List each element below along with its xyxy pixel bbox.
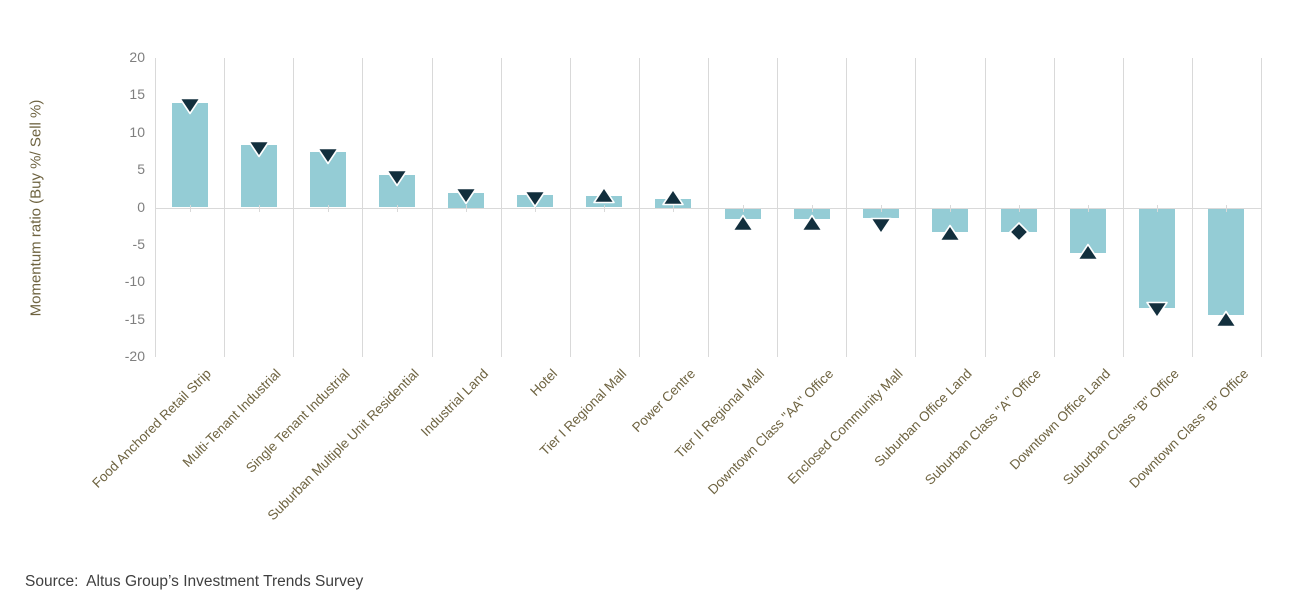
y-tick-label: -20 xyxy=(124,348,145,365)
category-gridline xyxy=(362,57,364,358)
y-tick-label: 10 xyxy=(129,123,145,140)
triangle-down-icon xyxy=(523,189,547,208)
category-label-text: Downtown Class "AA" Office xyxy=(705,366,837,498)
triangle-up-icon xyxy=(800,214,824,233)
category-tick xyxy=(466,204,468,212)
category-label-text: Power Centre xyxy=(629,366,698,435)
bar xyxy=(171,102,208,208)
category-label-text: Downtown Class "B" Office xyxy=(1126,366,1251,491)
y-tick-label: -10 xyxy=(124,273,145,290)
category-gridline xyxy=(500,57,502,358)
y-tick-label: 15 xyxy=(129,86,145,103)
category-tick xyxy=(1157,204,1159,212)
triangle-up-icon xyxy=(1214,310,1238,329)
category-gridline xyxy=(1053,57,1055,358)
y-tick-label: -5 xyxy=(132,235,145,252)
category-gridline xyxy=(569,57,571,358)
category-tick xyxy=(189,204,191,212)
category-tick xyxy=(1088,204,1090,212)
category-tick xyxy=(673,204,675,212)
category-gridline xyxy=(846,57,848,358)
category-gridline xyxy=(915,57,917,358)
triangle-down-icon xyxy=(454,187,478,206)
triangle-up-icon xyxy=(731,214,755,233)
bar xyxy=(931,208,968,232)
category-label-text: Enclosed Community Mall xyxy=(784,366,906,487)
diamond-icon xyxy=(1009,222,1029,242)
category-tick xyxy=(880,204,882,212)
zero-axis-line xyxy=(155,207,1261,209)
category-tick xyxy=(1226,204,1228,212)
category-label-text: Industrial Land xyxy=(417,366,491,440)
category-gridline xyxy=(638,57,640,358)
category-tick xyxy=(327,204,329,212)
y-tick-label: 0 xyxy=(137,198,145,215)
y-tick-label: 5 xyxy=(137,161,145,178)
category-gridline xyxy=(293,57,295,358)
category-gridline xyxy=(1191,57,1193,358)
bar xyxy=(724,208,761,219)
triangle-down-icon xyxy=(385,169,409,188)
bar xyxy=(793,208,830,219)
triangle-down-icon xyxy=(178,96,202,115)
bar xyxy=(1139,208,1176,308)
category-tick xyxy=(811,204,813,212)
category-tick xyxy=(604,204,606,212)
triangle-down-icon xyxy=(247,140,271,159)
y-tick-label: 20 xyxy=(129,48,145,65)
category-tick xyxy=(949,204,951,212)
triangle-up-icon xyxy=(592,185,616,204)
category-gridline xyxy=(1261,57,1262,358)
source-note: Source: Altus Group’s Investment Trends … xyxy=(25,573,364,590)
bar xyxy=(1208,208,1245,315)
category-label-text: Food Anchored Retail Strip xyxy=(89,366,215,491)
triangle-up-icon xyxy=(1076,242,1100,261)
category-gridline xyxy=(224,57,226,358)
category-gridline xyxy=(431,57,433,358)
bar xyxy=(1001,208,1038,232)
triangle-up-icon xyxy=(661,188,685,207)
category-label-text: Hotel xyxy=(526,366,560,399)
triangle-down-icon xyxy=(869,216,893,235)
y-axis-line xyxy=(155,57,156,358)
category-tick xyxy=(258,204,260,212)
category-tick xyxy=(396,204,398,212)
category-gridline xyxy=(708,57,709,358)
category-tick xyxy=(1019,204,1021,212)
category-tick xyxy=(535,204,537,212)
category-label-text: Suburban Class "A" Office xyxy=(921,366,1044,488)
category-tick xyxy=(742,204,744,212)
category-gridline xyxy=(1122,57,1124,358)
triangle-down-icon xyxy=(316,146,340,165)
category-label-text: Suburban Class "B" Office xyxy=(1060,366,1182,488)
category-gridline xyxy=(777,57,779,358)
category-gridline xyxy=(984,57,986,358)
triangle-up-icon xyxy=(938,223,962,242)
category-label-text: Suburban Multiple Unit Residential xyxy=(264,366,422,524)
y-tick-label: -15 xyxy=(124,310,145,327)
bar xyxy=(862,208,899,218)
triangle-down-icon xyxy=(1145,301,1169,320)
